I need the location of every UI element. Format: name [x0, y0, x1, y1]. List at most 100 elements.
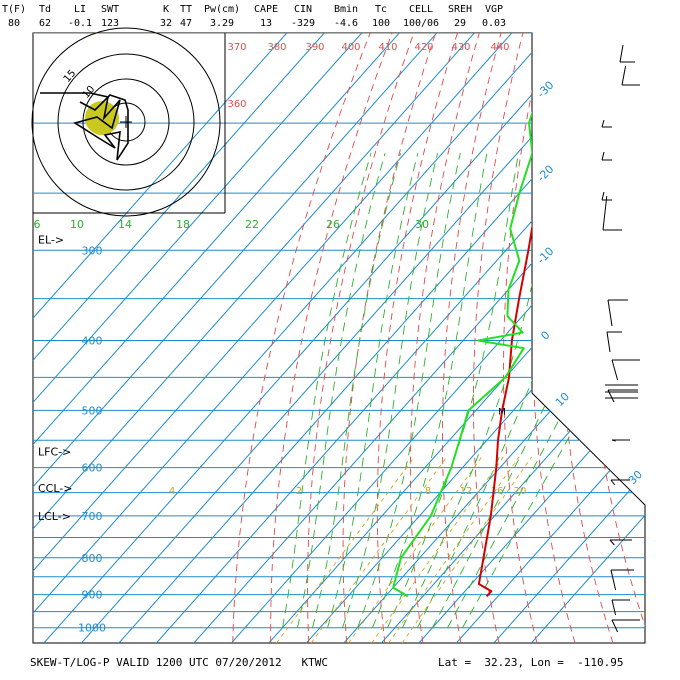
moist-adiabat [312, 152, 402, 628]
index-label: CIN [293, 4, 313, 15]
lat-value: 32.23 [484, 656, 518, 669]
hodograph-trace [73, 92, 129, 161]
wind-barb-flag [607, 299, 613, 327]
index-label: CAPE [253, 4, 279, 15]
wind-barb-flag [611, 619, 619, 633]
dry-adiabat [588, 33, 645, 643]
footer-latlon: Lat = 32.23, Lon = -110.95 [438, 656, 623, 669]
index-value: 29 [453, 18, 467, 29]
dry-adiabat [640, 33, 645, 643]
dry-adiabat [473, 33, 529, 643]
footer-title: SKEW-T/LOG-P VALID 1200 UTC 07/20/2012 K… [30, 656, 329, 669]
dry-adiabat [614, 33, 645, 643]
index-label: Tc [374, 4, 388, 15]
index-label: SREH [447, 4, 473, 15]
mixing-ratio-line [388, 456, 520, 643]
dry-adiabat [409, 33, 487, 643]
theta-label: 410 [378, 42, 397, 53]
mixing-ratio-label: 12 [460, 486, 473, 497]
wind-barb-flag [611, 439, 616, 442]
isotherm-line [33, 33, 569, 643]
mixing-ratio-label: 2 [296, 486, 302, 497]
pressure-label: 500 [82, 404, 103, 417]
pressure-label: 900 [82, 589, 103, 602]
dry-adiabat [560, 33, 614, 643]
temperature-label: 10 [553, 390, 572, 409]
theta-label: 390 [305, 42, 324, 53]
dry-adiabat [667, 11, 680, 643]
temperature-label: -30 [535, 79, 557, 101]
lon-label: , Lon = [517, 656, 564, 669]
temperature-label: -20 [535, 163, 557, 185]
theta-label: 400 [341, 42, 360, 53]
index-value: 100 [371, 18, 391, 29]
theta-label: 420 [414, 42, 433, 53]
theta-label: 380 [267, 42, 286, 53]
dry-adiabat [442, 33, 508, 643]
index-value: 62 [38, 18, 52, 29]
wind-barb-flag [601, 151, 605, 161]
index-value: 100/06 [402, 18, 440, 29]
level-marker: CCL-> [38, 482, 72, 495]
wind-barb-flag [611, 599, 617, 616]
dry-adiabat [376, 33, 465, 643]
hodograph-ring [31, 27, 221, 217]
mixing-ratio-line [401, 456, 533, 643]
index-value: -329 [290, 18, 316, 29]
isotherm-line [33, 33, 307, 643]
isotherm-line [231, 33, 645, 643]
mixing-ratio-line [348, 456, 483, 643]
dry-adiabat [307, 33, 423, 643]
moist-adiabat [282, 152, 372, 628]
mixing-ratio-label: 30 [415, 218, 429, 231]
mixing-ratio-label: 22 [245, 218, 259, 231]
moist-adiabat [447, 152, 645, 628]
isotherm-line [418, 33, 645, 643]
moist-adiabat [372, 153, 488, 628]
mixing-ratio-label: 18 [176, 218, 190, 231]
dry-adiabat [270, 33, 401, 643]
moist-adiabat [327, 152, 419, 628]
temperature-label: -10 [535, 245, 557, 267]
isotherm-line [33, 33, 494, 643]
mixing-ratio-line [371, 456, 504, 643]
mixing-ratio-label: 4 [169, 486, 175, 497]
theta-label: 430 [451, 42, 470, 53]
index-value: 0.03 [481, 18, 507, 29]
wind-barb-flag [601, 191, 605, 201]
wind-barb-flag [611, 359, 619, 381]
pressure-label: 1000 [78, 622, 106, 635]
moist-adiabat [342, 152, 439, 628]
isotherm-line [33, 33, 344, 643]
lat-label: Lat = [438, 656, 472, 669]
index-label: Td [38, 4, 52, 15]
dewpoint-profile [392, 52, 570, 598]
wind-barb-flag [610, 479, 616, 486]
index-value: -4.6 [333, 18, 359, 29]
theta-label: 360 [227, 99, 246, 110]
index-label: SWT [100, 4, 120, 15]
mixing-ratio-label: 6 [34, 218, 41, 231]
theta-label: 440 [490, 42, 509, 53]
index-label: T(F) [1, 4, 27, 15]
index-value: 3.29 [209, 18, 235, 29]
index-label: CELL [408, 4, 434, 15]
wind-barb-flag [601, 119, 605, 128]
max-level-marker: M [498, 407, 506, 417]
moist-adiabat [357, 152, 461, 628]
dry-adiabat [503, 33, 551, 643]
mixing-ratio-line [310, 456, 448, 643]
isotherm-line [531, 33, 645, 643]
mixing-ratio-label: 10 [70, 218, 84, 231]
mixing-ratio-label: 16 [491, 486, 504, 497]
hodograph-ring-label: 15 [62, 68, 79, 85]
moist-adiabat [462, 152, 645, 628]
index-label: Bmin [333, 4, 359, 15]
mixing-ratio-label: 26 [326, 218, 340, 231]
pressure-label: 300 [82, 244, 103, 257]
pressure-label: 400 [82, 334, 103, 347]
dry-adiabat [232, 33, 380, 643]
isotherm-line [381, 33, 645, 643]
index-value: 80 [7, 18, 21, 29]
